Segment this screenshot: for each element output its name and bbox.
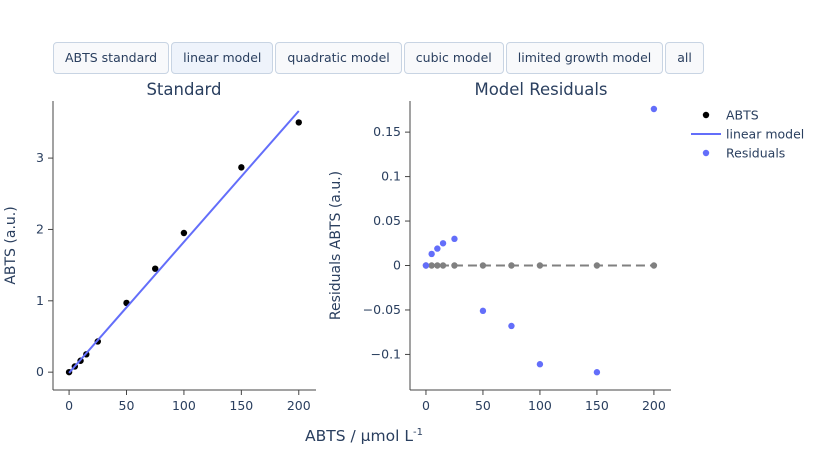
data-point bbox=[295, 119, 302, 126]
y-tick-label: 0 bbox=[36, 364, 44, 379]
y-tick-label: 0.15 bbox=[373, 124, 401, 139]
model-button-bar: ABTS standard linear model quadratic model… bbox=[53, 42, 704, 74]
data-point bbox=[451, 262, 458, 269]
model-line bbox=[68, 110, 300, 374]
model-button-limited-growth-model[interactable]: limited growth model bbox=[505, 42, 664, 74]
series-linear-model bbox=[68, 110, 300, 374]
legend: ABTS linear model Residuals bbox=[691, 108, 804, 161]
data-point bbox=[434, 262, 441, 269]
shared-x-axis-label: ABTS / µmol L-1 bbox=[305, 427, 423, 445]
legend-label: linear model bbox=[726, 127, 804, 142]
data-point bbox=[479, 262, 487, 269]
data-point bbox=[650, 105, 658, 113]
model-button-abts-standard[interactable]: ABTS standard bbox=[53, 42, 170, 74]
subplot-2: Model Residuals Residuals ABTS (a.u.) 0 50 1… bbox=[328, 80, 671, 413]
data-point bbox=[650, 262, 658, 269]
data-point bbox=[439, 240, 447, 247]
y-tick-label: 0.05 bbox=[373, 213, 401, 228]
shared-x-axis-label-sup: -1 bbox=[413, 427, 423, 438]
y-tick-label: 0.1 bbox=[381, 169, 401, 184]
x-tick-label: 150 bbox=[229, 398, 253, 413]
y-tick-label: −0.05 bbox=[363, 302, 401, 317]
x-tick-label: 200 bbox=[287, 398, 311, 413]
data-point bbox=[428, 262, 435, 269]
legend-label: ABTS bbox=[726, 108, 759, 123]
x-tick-label: 0 bbox=[65, 398, 73, 413]
shared-x-axis-label-text: ABTS / µmol L bbox=[305, 427, 413, 445]
data-point bbox=[152, 265, 159, 272]
y-axis-label: ABTS (a.u.) bbox=[3, 206, 19, 284]
model-button-all[interactable]: all bbox=[665, 42, 704, 74]
x-tick-label: 150 bbox=[585, 398, 609, 413]
x-tick-label: 0 bbox=[422, 398, 430, 413]
subplot-title: Standard bbox=[146, 80, 221, 99]
data-point bbox=[508, 322, 515, 330]
y-tick-label: 2 bbox=[36, 221, 44, 236]
data-point bbox=[593, 262, 601, 269]
data-point bbox=[428, 250, 435, 258]
data-point bbox=[593, 369, 601, 376]
data-point bbox=[479, 307, 487, 315]
data-point bbox=[439, 262, 447, 269]
x-tick-label: 100 bbox=[172, 398, 196, 413]
data-point bbox=[536, 262, 544, 269]
series-residuals bbox=[422, 105, 658, 376]
x-tick-label: 100 bbox=[528, 398, 552, 413]
x-tick-label: 50 bbox=[119, 398, 135, 413]
model-button-linear-model[interactable]: linear model bbox=[171, 42, 274, 74]
data-point bbox=[422, 262, 430, 269]
subplot-title: Model Residuals bbox=[474, 80, 607, 99]
data-point bbox=[238, 164, 245, 171]
x-tick-label: 200 bbox=[642, 398, 666, 413]
legend-label: Residuals bbox=[726, 146, 785, 161]
y-tick-label: 3 bbox=[36, 150, 44, 165]
data-point bbox=[180, 229, 188, 237]
y-axis-label: Residuals ABTS (a.u.) bbox=[328, 171, 344, 320]
y-tick-label: −0.1 bbox=[371, 346, 401, 361]
y-tick-label: 1 bbox=[36, 293, 44, 308]
legend-marker bbox=[702, 111, 710, 119]
data-point bbox=[508, 262, 515, 269]
legend-marker bbox=[702, 149, 710, 157]
data-point bbox=[451, 235, 458, 243]
y-tick-label: 0 bbox=[393, 258, 401, 273]
subplot-1: Standard ABTS (a.u.) 0 50 100 150 200 0 1 2 3 bbox=[3, 80, 316, 413]
data-point bbox=[434, 245, 441, 252]
data-point bbox=[536, 361, 544, 368]
x-tick-label: 50 bbox=[475, 398, 491, 413]
model-button-cubic-model[interactable]: cubic model bbox=[403, 42, 504, 74]
series-zero bbox=[422, 262, 658, 269]
model-button-quadratic-model[interactable]: quadratic model bbox=[275, 42, 402, 74]
